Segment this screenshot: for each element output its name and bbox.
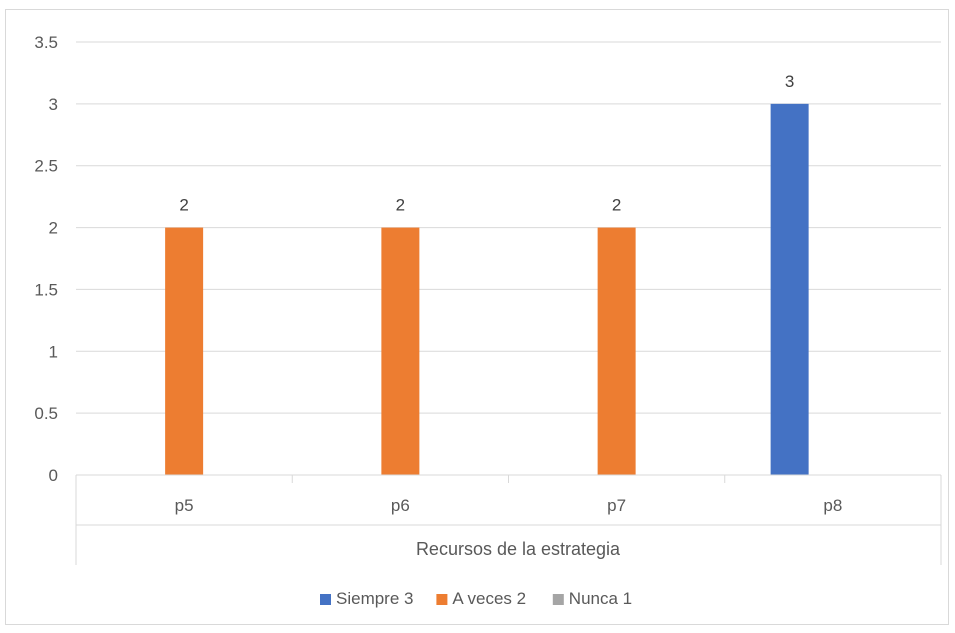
y-tick-label: 0.5 [34,404,58,423]
x-tick-label: p7 [607,496,626,515]
data-label: 2 [396,196,405,215]
bar [165,227,204,475]
data-labels: 3 2 2 2 [179,72,794,215]
chart-frame: 0 0.5 1 1.5 2 2.5 3 3.5 3 2 2 2 p5 p6 p7 p8 Recursos … [5,9,949,625]
bar-chart: 0 0.5 1 1.5 2 2.5 3 3.5 3 2 2 2 p5 p6 p7 p8 Recursos … [34,33,942,608]
y-tick-label: 3 [49,95,58,114]
gridlines [76,41,941,414]
y-axis-ticks: 0 0.5 1 1.5 2 2.5 3 3.5 [34,33,58,485]
legend-swatch [436,594,448,605]
x-tick-label: p8 [823,496,842,515]
legend-label: Siempre 3 [336,589,413,608]
y-tick-label: 0 [49,466,58,485]
y-tick-label: 2.5 [34,157,58,176]
x-tick-label: p6 [391,496,410,515]
bars [165,103,809,475]
bar [381,227,420,475]
legend-swatch [552,594,564,605]
x-axis-title: Recursos de la estrategia [416,539,621,559]
legend-swatch [320,594,331,605]
y-tick-label: 1 [49,342,58,361]
x-tick-label: p5 [175,496,194,515]
x-axis-ticks: p5 p6 p7 p8 [175,496,843,515]
y-tick-label: 3.5 [34,33,58,52]
y-tick-label: 2 [49,219,58,238]
legend: Siempre 3 A veces 2 Nunca 1 [320,589,632,608]
x-axis [75,474,942,565]
data-label: 2 [179,196,188,215]
data-label: 3 [785,72,794,91]
bar [770,103,809,475]
y-tick-label: 1.5 [34,280,58,299]
data-label: 2 [612,196,621,215]
legend-label: A veces 2 [452,589,526,608]
bar [597,227,636,475]
legend-label: Nunca 1 [569,589,632,608]
